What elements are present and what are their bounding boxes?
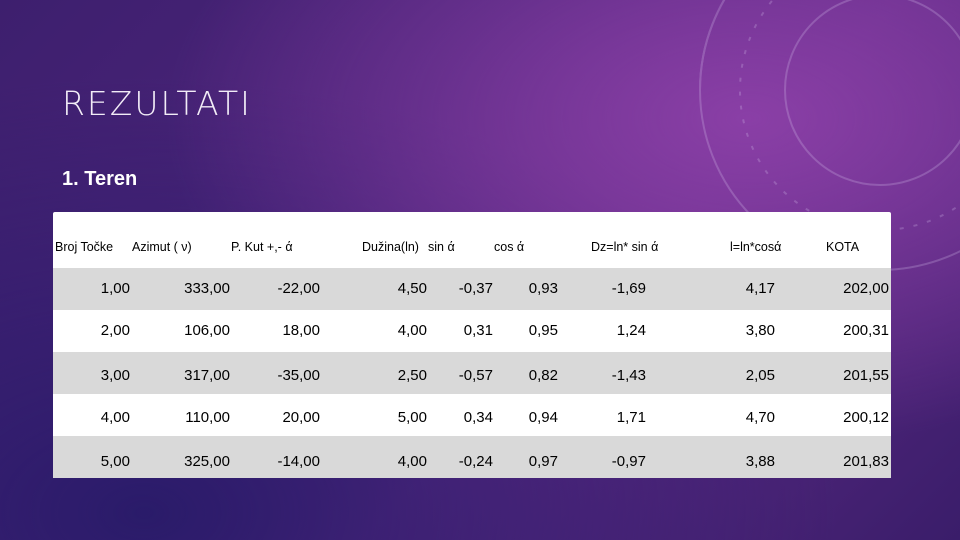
cell-l: 3,80 (745, 322, 775, 339)
header-p-kut: P. Kut +,- ά (231, 240, 293, 254)
header-broj-tocke: Broj Točke (55, 240, 114, 254)
cell-kota: 202,00 (843, 280, 889, 297)
table-row: 1,00 333,00 -22,00 4,50 -0,37 0,93 -1,69… (53, 268, 891, 310)
header-sin: sin ά (428, 240, 455, 254)
cell-dz: -1,43 (611, 367, 646, 384)
cell-broj-tocke: 3,00 (100, 367, 130, 384)
cell-dz: -1,69 (611, 280, 646, 297)
cell-l: 4,17 (745, 280, 775, 297)
cell-broj-tocke: 2,00 (100, 322, 130, 339)
cell-dz: 1,71 (616, 409, 646, 426)
table-row: 5,00 325,00 -14,00 4,00 -0,24 0,97 -0,97… (53, 436, 891, 478)
cell-broj-tocke: 4,00 (100, 409, 130, 426)
cell-sin: -0,57 (458, 367, 493, 384)
cell-sin: 0,31 (463, 322, 493, 339)
cell-cos: 0,94 (528, 409, 558, 426)
section-subtitle: 1. Teren (62, 168, 138, 190)
cell-l: 2,05 (745, 367, 775, 384)
cell-duzina: 4,00 (397, 322, 427, 339)
cell-dz: 1,24 (616, 322, 646, 339)
cell-sin: -0,37 (458, 280, 493, 297)
cell-duzina: 4,00 (397, 453, 427, 470)
table-row: 2,00 106,00 18,00 4,00 0,31 0,95 1,24 3,… (53, 310, 891, 352)
table-row: 4,00 110,00 20,00 5,00 0,34 0,94 1,71 4,… (53, 394, 891, 436)
cell-azimut: 110,00 (185, 409, 230, 426)
cell-cos: 0,82 (528, 367, 558, 384)
cell-kota: 200,31 (843, 322, 889, 339)
header-azimut: Azimut ( ν) (132, 240, 192, 254)
cell-kota: 200,12 (843, 409, 889, 426)
cell-cos: 0,97 (528, 453, 558, 470)
cell-cos: 0,95 (528, 322, 558, 339)
cell-p-kut: 20,00 (282, 409, 320, 426)
cell-p-kut: -14,00 (277, 453, 320, 470)
header-l: l=ln*cosά (730, 240, 782, 254)
cell-kota: 201,83 (843, 453, 889, 470)
cell-cos: 0,93 (528, 280, 558, 297)
cell-sin: -0,24 (458, 453, 493, 470)
cell-duzina: 2,50 (397, 367, 427, 384)
cell-p-kut: 18,00 (282, 322, 320, 339)
header-duzina: Dužina(ln) (362, 240, 419, 254)
cell-azimut: 106,00 (184, 322, 230, 339)
header-cos: cos ά (494, 240, 525, 254)
cell-duzina: 4,50 (397, 280, 427, 297)
cell-azimut: 325,00 (184, 453, 230, 470)
cell-sin: 0,34 (463, 409, 493, 426)
table-row: 3,00 317,00 -35,00 2,50 -0,57 0,82 -1,43… (53, 352, 891, 394)
cell-p-kut: -35,00 (277, 367, 320, 384)
cell-kota: 201,55 (843, 367, 889, 384)
results-table: Broj Točke Azimut ( ν) P. Kut +,- ά Duži… (53, 212, 891, 478)
cell-broj-tocke: 1,00 (100, 280, 130, 297)
header-kota: KOTA (826, 240, 860, 254)
header-dz: Dz=ln* sin ά (591, 240, 659, 254)
cell-broj-tocke: 5,00 (100, 453, 130, 470)
cell-l: 4,70 (745, 409, 775, 426)
cell-duzina: 5,00 (397, 409, 427, 426)
cell-p-kut: -22,00 (277, 280, 320, 297)
page-title: REZULTATI (62, 84, 252, 123)
cell-azimut: 333,00 (184, 280, 230, 297)
cell-azimut: 317,00 (184, 367, 230, 384)
cell-l: 3,88 (745, 453, 775, 470)
cell-dz: -0,97 (611, 453, 646, 470)
